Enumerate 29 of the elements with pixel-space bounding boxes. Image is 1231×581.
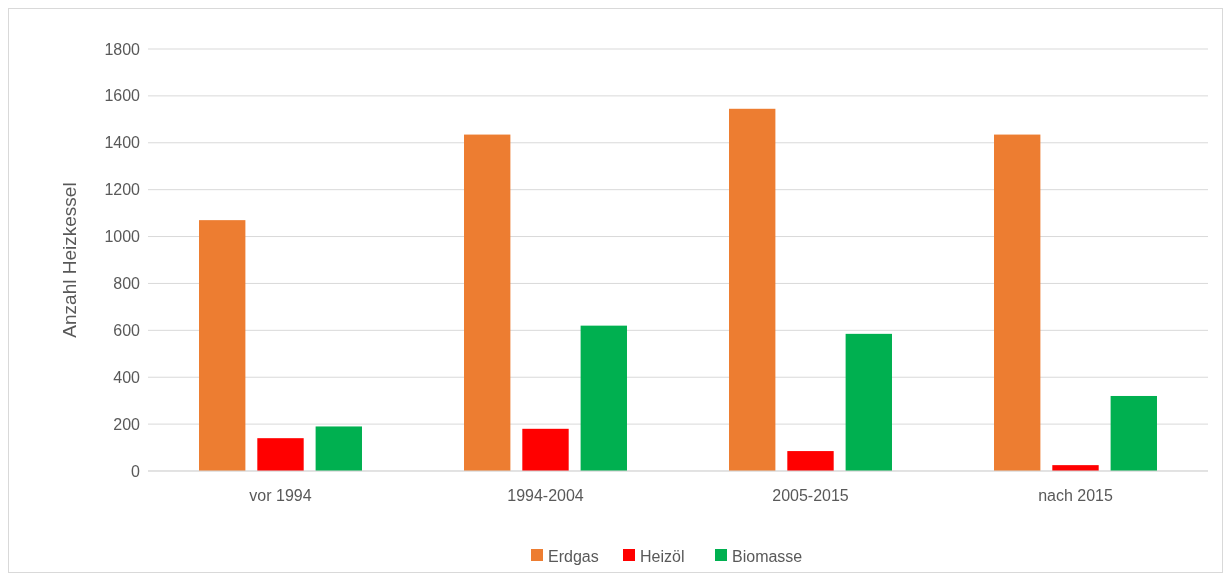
y-tick-label: 0 (131, 462, 141, 480)
y-axis-title: Anzahl Heizkessel (59, 182, 80, 338)
y-tick-label: 1400 (104, 134, 141, 152)
bar (845, 333, 892, 471)
bar (729, 108, 776, 471)
y-tick-label: 800 (113, 275, 141, 293)
bar (315, 426, 362, 471)
y-tick-label: 1200 (104, 181, 141, 199)
y-tick-label: 1600 (104, 87, 141, 105)
x-tick-label: 1994-2004 (507, 487, 584, 504)
bar (199, 220, 246, 471)
y-tick-label: 1000 (104, 228, 141, 246)
bar (787, 451, 834, 471)
bar (522, 428, 569, 471)
x-tick-label: vor 1994 (249, 487, 312, 504)
y-tick-label: 200 (113, 415, 141, 433)
y-tick-label: 600 (113, 321, 141, 339)
bar (994, 134, 1041, 471)
y-tick-label: 1800 (104, 40, 141, 58)
y-tick-label: 400 (113, 368, 141, 386)
bar (257, 438, 304, 471)
bar (1110, 395, 1157, 471)
bar (464, 134, 511, 471)
legend-label: Erdgas (548, 547, 599, 565)
x-tick-label: nach 2015 (1038, 487, 1113, 504)
x-tick-label: 2005-2015 (772, 487, 849, 504)
legend-label: Biomasse (732, 547, 803, 565)
bar (580, 325, 627, 471)
legend-label: Heizöl (640, 547, 685, 565)
